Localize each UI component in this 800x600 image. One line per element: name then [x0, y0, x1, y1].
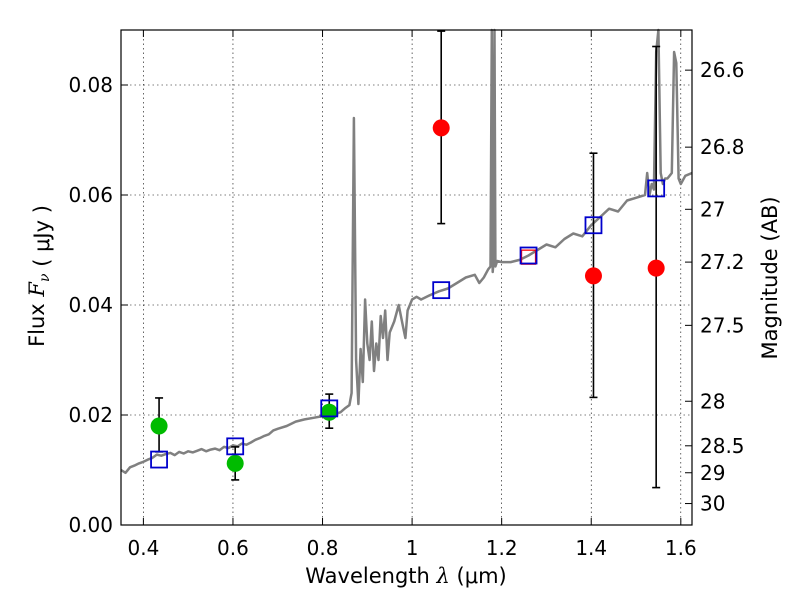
blue-square-marker [320, 399, 339, 418]
blue-square-marker [647, 179, 666, 198]
blue-square-marker [584, 216, 603, 235]
red-point [584, 267, 602, 285]
y-tick-label: 0.02 [68, 403, 113, 427]
right-tick-label: 27.2 [700, 250, 745, 274]
right-tick-label: 28.5 [700, 434, 745, 458]
green-point [320, 403, 338, 421]
y-axis-label-left-sub: ν [37, 273, 53, 282]
right-tick-label: 28 [700, 389, 725, 413]
y-tick-label: 0.04 [68, 293, 113, 317]
y-axis-label-right: Magnitude (AB) [758, 196, 782, 359]
right-tick-label: 29 [700, 461, 725, 485]
errorbar-layer [155, 30, 661, 489]
model-spectrum-line [120, 28, 693, 475]
x-tick-label: 0.8 [307, 536, 339, 560]
right-tick-label: 26.8 [700, 135, 745, 159]
right-tick-label: 26.6 [700, 58, 745, 82]
x-tick-label: 1.4 [575, 536, 607, 560]
tick-labels: 0.4 0.6 0.8 1 1.2 1.4 1.6 0.00 0.02 0.04 0.06 0.08 2… [68, 58, 744, 560]
blue-square-marker [432, 281, 451, 300]
marker-layer [150, 119, 666, 472]
x-tick-label: 1.6 [665, 536, 697, 560]
y-axis-label-left-text: Flux [25, 303, 49, 347]
right-tick-label: 30 [700, 492, 725, 516]
green-point [226, 454, 244, 472]
x-axis-label: Wavelength λ (μm) [305, 564, 506, 588]
grid-lines [121, 30, 692, 526]
spectrum-layer [120, 28, 693, 475]
green-point [150, 417, 168, 435]
blue-square-marker [226, 437, 245, 456]
x-axis-label-text: Wavelength [305, 564, 430, 588]
y-axis-label-left-unit: ( μJy ) [30, 205, 54, 267]
x-axis-label-unit: (μm) [457, 564, 507, 588]
plot-frame [120, 29, 693, 526]
y-axis-label-left-math: F [25, 281, 49, 298]
red-point [432, 119, 450, 137]
y-axis-label-left: Flux Fν ( μJy ) [25, 205, 54, 347]
x-tick-label: 1 [406, 536, 419, 560]
x-tick-label: 1.2 [486, 536, 518, 560]
tick-marks [121, 30, 692, 526]
blue-square-marker [150, 450, 168, 469]
y-tick-label: 0.00 [68, 513, 113, 537]
right-tick-label: 27.5 [700, 313, 745, 337]
y-tick-label: 0.06 [68, 183, 113, 207]
red-point [647, 259, 665, 277]
x-tick-label: 0.4 [127, 536, 159, 560]
x-tick-label: 0.6 [217, 536, 249, 560]
right-tick-label: 27 [700, 197, 725, 221]
y-tick-label: 0.08 [68, 73, 113, 97]
x-axis-label-math: λ [436, 564, 450, 588]
blue-square-marker [519, 246, 538, 265]
